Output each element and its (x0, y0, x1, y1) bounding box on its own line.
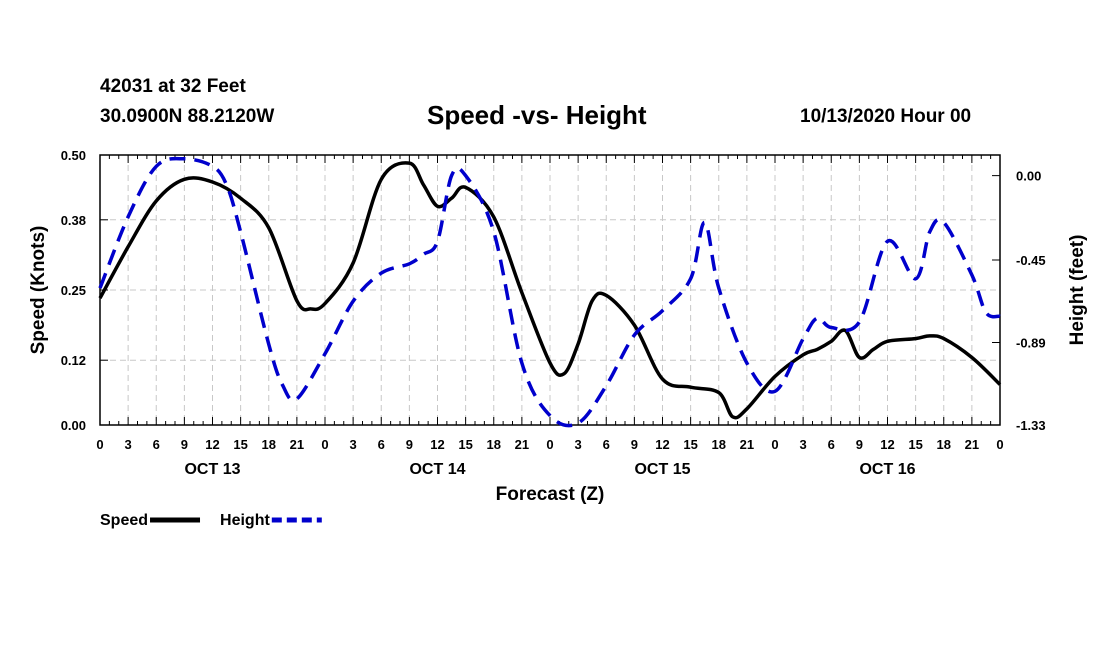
y-right-axis-title: Height (feet) (1067, 235, 1088, 346)
x-tick-label: 9 (856, 437, 863, 452)
x-tick-label: 0 (771, 437, 778, 452)
legend-label-speed: Speed (100, 512, 148, 529)
y-left-tick-label: 0.12 (61, 353, 86, 368)
legend-label-height: Height (220, 512, 270, 529)
coordinates-label: 30.0900N 88.2120W (100, 106, 275, 127)
x-tick-label: 15 (683, 437, 697, 452)
x-tick-label: 12 (880, 437, 894, 452)
x-tick-label: 15 (233, 437, 247, 452)
x-tick-label: 0 (321, 437, 328, 452)
day-label: OCT 16 (859, 461, 915, 478)
series-lines (98, 156, 1002, 428)
y-right-tick-label: -1.33 (1016, 418, 1046, 433)
series-line-height (98, 156, 1001, 428)
x-tick-label: 6 (378, 437, 385, 452)
axis-labels: 0 3 6 9 12 15 18 21 0 3 6 9 12 15 18 21 0 3 6 9 12 15 18 21 0 3 6 9… (28, 148, 1088, 505)
x-tick-label: 18 (262, 437, 276, 452)
day-label: OCT 14 (409, 461, 465, 478)
x-tick-label: 12 (430, 437, 444, 452)
y-left-tick-label: 0.50 (61, 148, 86, 163)
x-tick-label: 12 (205, 437, 219, 452)
grid (100, 155, 1000, 425)
x-tick-label: 9 (631, 437, 638, 452)
x-tick-label: 3 (575, 437, 582, 452)
x-tick-label: 6 (828, 437, 835, 452)
legend: Speed Height (100, 512, 322, 529)
x-tick-label: 21 (740, 437, 754, 452)
x-tick-label: 3 (800, 437, 807, 452)
x-tick-label: 12 (655, 437, 669, 452)
y-left-tick-label: 0.38 (61, 213, 86, 228)
y-right-tick-label: 0.00 (1016, 169, 1041, 184)
day-label: OCT 13 (184, 461, 240, 478)
axes (99, 154, 1001, 426)
x-tick-label: 0 (546, 437, 553, 452)
x-tick-label: 18 (937, 437, 951, 452)
day-label: OCT 15 (634, 461, 690, 478)
x-tick-label: 15 (458, 437, 472, 452)
x-tick-label: 0 (996, 437, 1003, 452)
y-left-tick-label: 0.00 (61, 418, 86, 433)
x-tick-label: 6 (603, 437, 610, 452)
x-tick-label: 21 (965, 437, 979, 452)
x-tick-label: 9 (406, 437, 413, 452)
chart-title: Speed -vs- Height (427, 100, 647, 130)
y-right-tick-label: -0.45 (1016, 253, 1046, 268)
x-tick-label: 3 (125, 437, 132, 452)
x-tick-label: 0 (96, 437, 103, 452)
x-tick-label: 15 (908, 437, 922, 452)
x-tick-label: 21 (290, 437, 304, 452)
x-axis-title: Forecast (Z) (496, 484, 605, 505)
date-label: 10/13/2020 Hour 00 (800, 106, 972, 127)
x-tick-label: 18 (712, 437, 726, 452)
x-tick-label: 6 (153, 437, 160, 452)
y-right-tick-label: -0.89 (1016, 336, 1046, 351)
y-left-axis-title: Speed (Knots) (28, 226, 49, 355)
series-line-speed (98, 161, 1002, 420)
station-label: 42031 at 32 Feet (100, 76, 246, 97)
y-left-tick-label: 0.25 (61, 283, 86, 298)
x-tick-label: 9 (181, 437, 188, 452)
x-tick-label: 18 (487, 437, 501, 452)
x-tick-label: 3 (350, 437, 357, 452)
x-tick-label: 21 (515, 437, 529, 452)
